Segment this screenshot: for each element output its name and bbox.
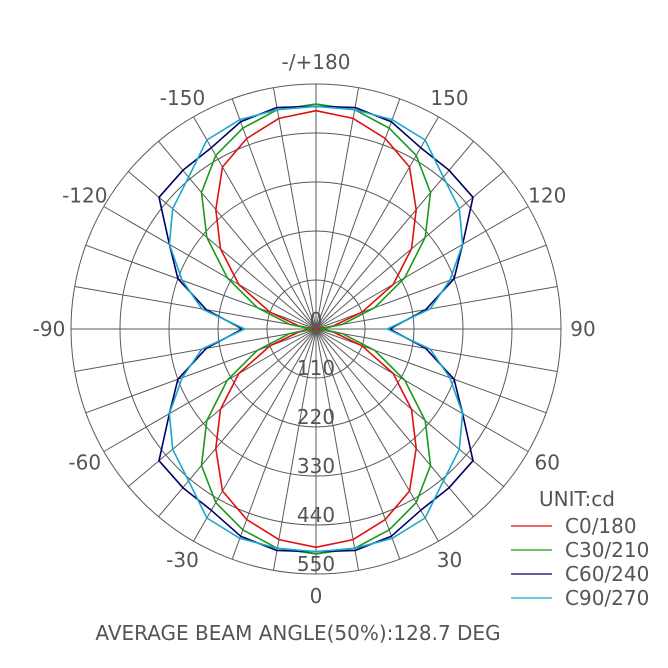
unit-label: UNIT:cd <box>539 487 615 511</box>
spoke-line <box>231 328 317 560</box>
spoke-line <box>315 328 439 542</box>
angle-label: -120 <box>62 184 107 208</box>
spoke-line <box>315 140 474 330</box>
spoke-line <box>315 116 439 330</box>
spoke-line <box>231 98 317 330</box>
angle-label: 30 <box>437 548 462 572</box>
spoke-line <box>315 328 474 518</box>
spoke-line <box>103 328 317 452</box>
angle-label: 90 <box>570 317 595 341</box>
ring-label: 110 <box>297 356 335 380</box>
angle-label: -150 <box>160 86 205 110</box>
legend-label: C90/270 <box>565 586 649 610</box>
spoke-line <box>315 328 360 571</box>
ring-label: 220 <box>297 405 335 429</box>
spoke-line <box>74 328 317 373</box>
spoke-line <box>315 87 360 330</box>
spoke-line <box>193 116 317 330</box>
series-C0-180 <box>215 109 418 549</box>
angle-label: 60 <box>535 451 560 475</box>
spoke-line <box>103 206 317 330</box>
legend-label: C0/180 <box>565 514 637 538</box>
ring-label: 330 <box>297 454 335 478</box>
spoke-line <box>315 328 558 373</box>
spoke-line <box>315 206 529 330</box>
ring-label: 550 <box>297 552 335 576</box>
legend-label: C30/210 <box>565 538 649 562</box>
spoke-line <box>158 328 317 518</box>
angle-label: -/+180 <box>282 50 351 74</box>
ring-label: 440 <box>297 503 335 527</box>
spoke-line <box>158 140 317 330</box>
chart-title: AVERAGE BEAM ANGLE(50%):128.7 DEG <box>95 621 500 645</box>
angle-label: -60 <box>68 451 101 475</box>
angle-label: -90 <box>33 317 66 341</box>
spoke-line <box>272 328 317 571</box>
angle-label: -30 <box>166 548 199 572</box>
spoke-line <box>272 87 317 330</box>
axis-labels: 110 220 330 440 550 0 0 30 60 90 120 150 -/+180 -150 -… <box>33 50 596 608</box>
spoke-line <box>193 328 317 542</box>
series-C90-270 <box>168 105 464 553</box>
spoke-line <box>315 328 401 560</box>
legend-label: C60/240 <box>565 562 649 586</box>
center-label: 0 <box>310 308 323 332</box>
spoke-line <box>315 328 529 452</box>
spoke-line <box>315 98 401 330</box>
series-C30-210 <box>200 103 432 555</box>
angle-label: 150 <box>430 86 468 110</box>
angle-label: 120 <box>528 184 566 208</box>
spoke-line <box>315 285 558 330</box>
series-group <box>158 103 474 555</box>
angle-label: 0 <box>310 584 323 608</box>
spoke-line <box>74 285 317 330</box>
